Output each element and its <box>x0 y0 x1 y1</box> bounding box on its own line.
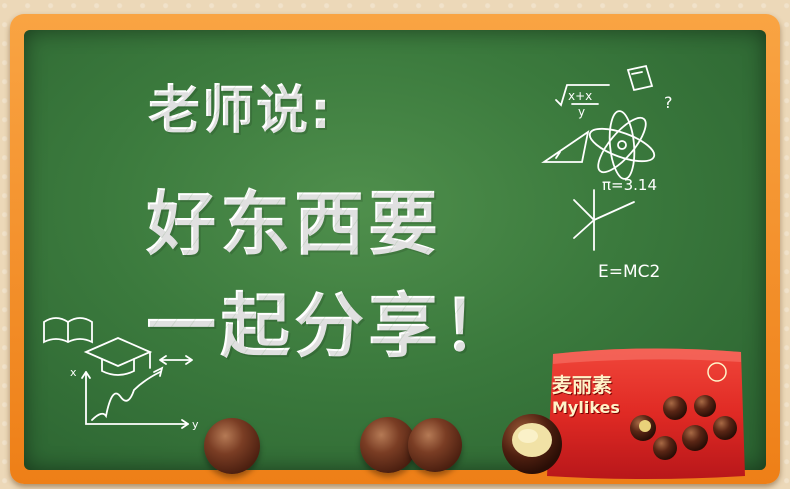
svg-text:y: y <box>578 105 585 119</box>
chocolate-ball <box>408 418 462 472</box>
svg-text:x: x <box>70 366 77 379</box>
book-icon <box>626 64 654 92</box>
product-package <box>547 348 745 479</box>
svg-text:x+x: x+x <box>568 89 592 103</box>
double-arrow-doodle <box>159 355 193 365</box>
triangle-icon <box>541 130 590 163</box>
svg-text:y: y <box>192 418 199 431</box>
atom-icon <box>588 110 656 180</box>
formula-energy: E=MC2 <box>598 262 661 282</box>
brand-name-english: Mylikes <box>552 398 620 417</box>
3d-axes-doodle <box>573 189 635 251</box>
headline-teacher-says: 老师说: <box>148 68 333 143</box>
chocolate-ball <box>204 418 260 474</box>
cracked-chocolate-ball <box>502 414 562 474</box>
headline-share-together: 一起分享！ <box>146 270 516 371</box>
chocolate-ball <box>360 417 416 473</box>
question-mark-doodle: ? <box>664 93 673 112</box>
graph-doodle <box>81 366 189 429</box>
formula-pi: π=3.14 <box>602 176 657 194</box>
graduation-cap-icon <box>83 337 153 376</box>
open-book-icon <box>43 317 93 344</box>
headline-good-things: 好东西要 <box>146 168 442 269</box>
sqrt-formula-doodle: x+x y <box>555 84 610 119</box>
brand-name-chinese: 麦丽素 <box>552 373 612 397</box>
